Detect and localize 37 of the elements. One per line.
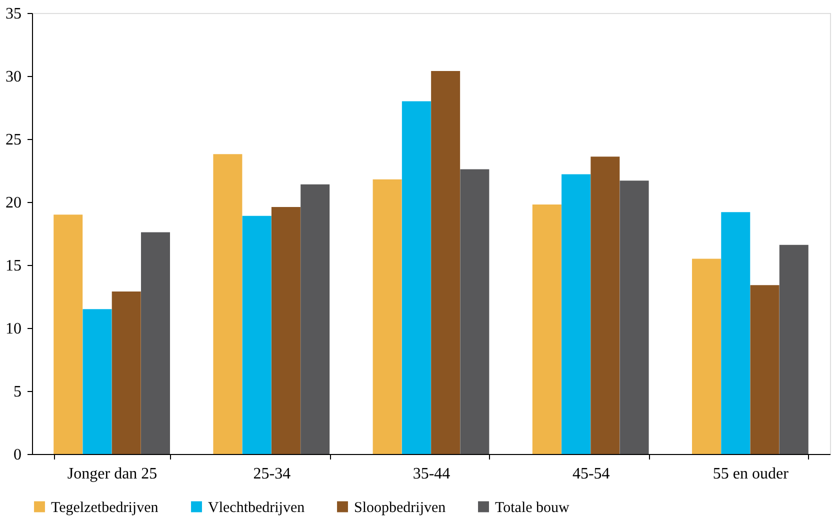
bar — [271, 207, 300, 454]
legend-label: Vlechtbedrijven — [208, 500, 306, 516]
y-tick-label: 0 — [14, 446, 22, 464]
x-tick-label: Jonger dan 25 — [67, 466, 158, 482]
bar — [460, 169, 490, 454]
y-tick-label: 35 — [6, 6, 22, 22]
y-tick-label: 15 — [6, 258, 22, 274]
bar — [213, 154, 242, 454]
y-tick-label: 20 — [6, 194, 22, 212]
y-tick-label: 25 — [6, 132, 22, 148]
y-tick-label: 10 — [6, 320, 22, 338]
bar — [402, 101, 431, 454]
x-tick-label: 55 en ouder — [712, 466, 790, 482]
legend-label: Tegelzetbedrijven — [51, 500, 159, 516]
bar — [590, 156, 620, 454]
bar — [721, 212, 750, 454]
bar — [140, 232, 170, 454]
bar — [242, 216, 272, 454]
bar — [532, 204, 562, 454]
bar — [82, 309, 112, 454]
bar — [112, 291, 141, 454]
y-tick-label: 30 — [6, 68, 22, 86]
legend-label: Sloopbedrijven — [354, 500, 446, 516]
legend-label: Totale bouw — [495, 500, 570, 516]
bar — [562, 174, 591, 454]
bar — [779, 244, 808, 454]
bar — [300, 184, 330, 454]
x-tick-label: 25-34 — [253, 466, 291, 482]
y-tick-label: 5 — [14, 384, 22, 400]
x-tick-label: 35-44 — [412, 466, 450, 482]
bar — [692, 258, 722, 454]
bar — [372, 179, 402, 454]
bar — [431, 70, 460, 454]
bar — [620, 180, 649, 454]
x-tick-label: 45-54 — [572, 466, 610, 482]
bar — [750, 285, 780, 454]
bar — [54, 214, 83, 454]
